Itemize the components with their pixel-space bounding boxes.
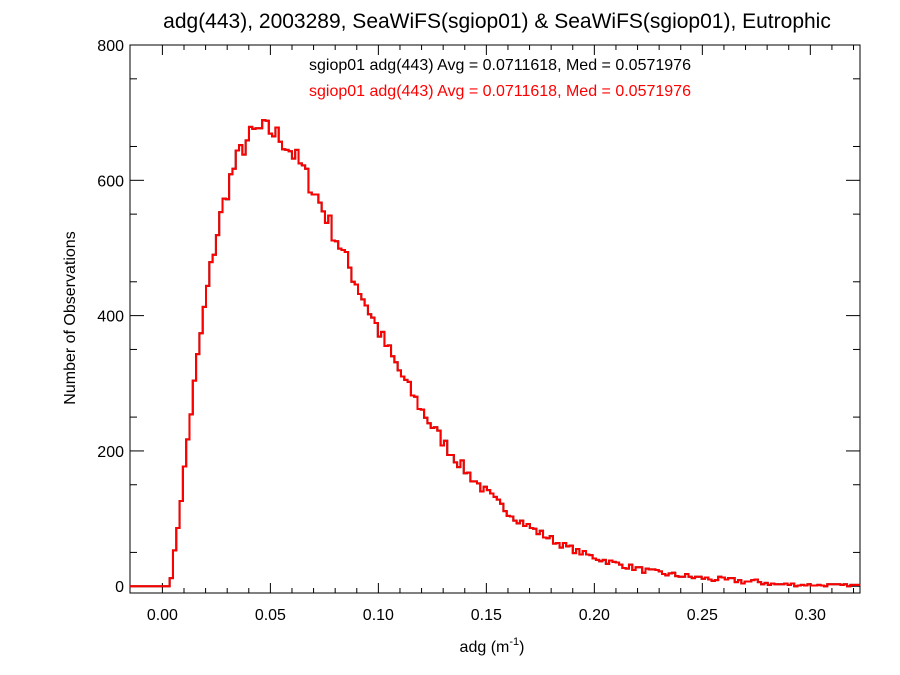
y-tick-label: 600 (97, 173, 124, 190)
plot-frame (129, 44, 861, 594)
x-tick-label: 0.05 (255, 607, 286, 624)
x-tick-label: 0.30 (795, 607, 826, 624)
x-tick-label: 0.25 (687, 607, 718, 624)
tick-labels: 0.00 0.05 0.10 0.15 0.20 0.25 0.30 0 200 400 600 80… (97, 38, 826, 624)
axis-ticks (130, 44, 860, 593)
y-tick-label: 200 (97, 444, 124, 461)
y-tick-label: 800 (97, 38, 124, 55)
y-tick-label: 0 (115, 579, 124, 596)
y-tick-label: 400 (97, 309, 124, 326)
y-axis-label: Number of Observations (62, 231, 79, 404)
series-stats-black: sgiop01 adg(443) Avg = 0.0711618, Med = … (309, 57, 691, 74)
chart-title: adg(443), 2003289, SeaWiFS(sgiop01) & Se… (163, 10, 831, 33)
x-tick-label: 0.00 (147, 607, 178, 624)
x-tick-label: 0.20 (579, 607, 610, 624)
series-line-red (130, 119, 861, 588)
series-line-black (130, 119, 861, 588)
x-axis-label: adg (m-1) (460, 636, 525, 656)
histogram-series (130, 119, 861, 588)
series-stats-red: sgiop01 adg(443) Avg = 0.0711618, Med = … (309, 83, 691, 100)
x-tick-label: 0.15 (471, 607, 502, 624)
x-tick-label: 0.10 (363, 607, 394, 624)
